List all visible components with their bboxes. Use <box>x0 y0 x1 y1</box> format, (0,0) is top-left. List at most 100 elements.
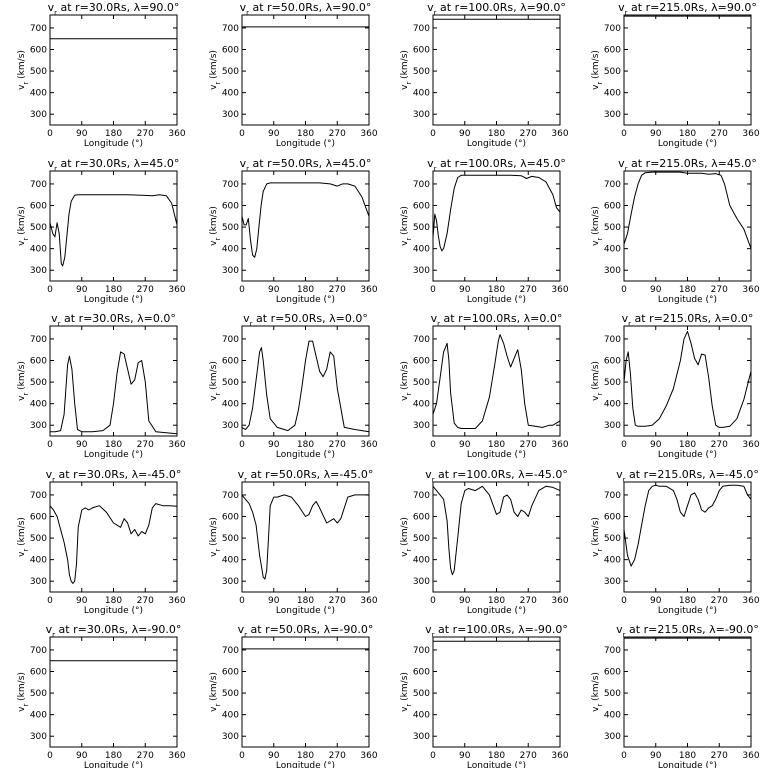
x-tick-label: 180 <box>488 285 505 295</box>
y-tick-label: 700 <box>30 335 47 345</box>
x-axis-label: Longitude (°) <box>658 450 717 460</box>
panel-title: vr at r=50.0Rs, λ=45.0° <box>240 157 372 173</box>
x-tick-label: 0 <box>47 440 53 450</box>
y-axis-label: vr (km/s) <box>591 361 604 401</box>
series-line <box>623 330 752 428</box>
y-tick-label: 600 <box>30 46 47 56</box>
y-tick-label: 400 <box>30 556 47 566</box>
panel-title: vr at r=50.0Rs, λ=-90.0° <box>238 623 374 639</box>
x-tick-label: 180 <box>297 129 314 139</box>
y-tick-label: 600 <box>222 202 239 212</box>
panel-title: vr at r=50.0Rs, λ=0.0° <box>243 312 368 328</box>
x-tick-label: 360 <box>168 596 185 606</box>
x-tick-label: 360 <box>742 596 759 606</box>
x-tick-label: 90 <box>268 596 280 606</box>
x-tick-label: 180 <box>488 751 505 761</box>
x-tick-label: 180 <box>679 596 696 606</box>
y-tick-label: 500 <box>30 534 47 544</box>
y-axis-label: vr (km/s) <box>17 361 30 401</box>
x-tick-label: 90 <box>76 440 88 450</box>
x-tick-label: 360 <box>742 751 759 761</box>
x-tick-label: 270 <box>711 285 728 295</box>
x-tick-label: 270 <box>329 285 346 295</box>
x-tick-label: 180 <box>105 751 122 761</box>
y-tick-label: 400 <box>222 89 239 99</box>
x-tick-label: 270 <box>329 440 346 450</box>
y-tick-label: 700 <box>413 24 430 34</box>
x-tick-label: 90 <box>650 129 662 139</box>
x-tick-label: 270 <box>520 751 537 761</box>
y-tick-label: 300 <box>222 732 239 742</box>
y-tick-label: 300 <box>30 266 47 276</box>
x-axis-label: Longitude (°) <box>84 450 143 460</box>
x-tick-label: 180 <box>488 596 505 606</box>
y-tick-label: 400 <box>222 400 239 410</box>
y-tick-label: 400 <box>413 711 430 721</box>
x-tick-label: 270 <box>329 596 346 606</box>
plot-frame <box>241 636 370 748</box>
y-tick-label: 300 <box>222 577 239 587</box>
y-tick-label: 600 <box>30 668 47 678</box>
y-tick-label: 700 <box>413 491 430 501</box>
x-axis-label: Longitude (°) <box>276 450 335 460</box>
x-tick-label: 90 <box>459 285 471 295</box>
y-tick-label: 700 <box>30 491 47 501</box>
y-tick-label: 700 <box>604 335 621 345</box>
y-axis-label: vr (km/s) <box>591 672 604 712</box>
x-tick-label: 270 <box>711 440 728 450</box>
y-tick-label: 600 <box>30 513 47 523</box>
y-axis-label: vr (km/s) <box>209 361 222 401</box>
x-tick-label: 360 <box>360 129 377 139</box>
panel-title: vr at r=100.0Rs, λ=-90.0° <box>425 623 568 639</box>
x-tick-label: 360 <box>168 129 185 139</box>
y-tick-label: 400 <box>413 400 430 410</box>
series-line <box>623 171 752 249</box>
y-tick-label: 600 <box>413 46 430 56</box>
x-tick-label: 90 <box>459 129 471 139</box>
x-tick-label: 180 <box>488 440 505 450</box>
panel-title: vr at r=100.0Rs, λ=45.0° <box>427 157 566 173</box>
y-axis-label: vr (km/s) <box>209 206 222 246</box>
series-line <box>50 351 178 435</box>
y-tick-label: 300 <box>413 266 430 276</box>
series-line <box>241 340 370 433</box>
panel-16: 0 90 180 270 360 300 400 500 600 700 vr at r=215.0… <box>591 468 760 616</box>
x-tick-label: 0 <box>239 129 245 139</box>
x-axis-label: Longitude (°) <box>467 295 526 305</box>
y-tick-label: 600 <box>222 46 239 56</box>
y-tick-label: 600 <box>30 357 47 367</box>
y-tick-label: 600 <box>604 202 621 212</box>
x-tick-label: 360 <box>551 440 568 450</box>
x-tick-label: 270 <box>520 440 537 450</box>
x-axis-label: Longitude (°) <box>467 606 526 616</box>
y-tick-label: 700 <box>413 335 430 345</box>
series-line <box>432 174 561 252</box>
y-axis-label: vr (km/s) <box>17 517 30 557</box>
y-tick-label: 500 <box>30 689 47 699</box>
plot-frame <box>49 14 178 126</box>
y-tick-label: 500 <box>222 378 239 388</box>
x-axis-label: Longitude (°) <box>658 606 717 616</box>
y-tick-label: 500 <box>604 534 621 544</box>
y-tick-label: 300 <box>222 266 239 276</box>
y-tick-label: 700 <box>222 180 239 190</box>
x-tick-label: 90 <box>650 596 662 606</box>
y-axis-label: vr (km/s) <box>17 50 30 90</box>
y-tick-label: 400 <box>604 556 621 566</box>
x-tick-label: 90 <box>76 751 88 761</box>
x-tick-label: 270 <box>711 596 728 606</box>
y-tick-label: 700 <box>222 646 239 656</box>
panel-title: vr at r=50.0Rs, λ=-45.0° <box>238 468 374 484</box>
plot-frame <box>623 325 752 437</box>
x-tick-label: 270 <box>137 440 154 450</box>
plot-frame <box>432 325 561 437</box>
y-tick-label: 400 <box>604 400 621 410</box>
x-tick-label: 90 <box>76 596 88 606</box>
y-tick-label: 400 <box>413 245 430 255</box>
x-tick-label: 270 <box>329 751 346 761</box>
panel-title: vr at r=30.0Rs, λ=-90.0° <box>46 623 182 639</box>
plot-frame <box>49 481 178 593</box>
series-line <box>241 494 369 580</box>
plot-frame <box>623 14 752 126</box>
